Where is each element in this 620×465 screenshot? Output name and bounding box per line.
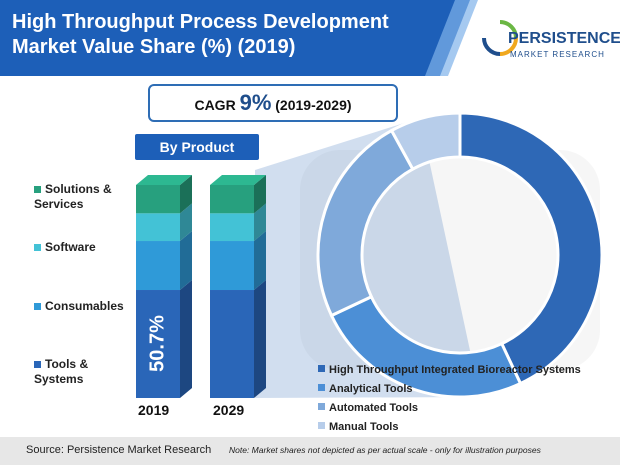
legend-item: Automated Tools xyxy=(318,399,618,418)
legend-swatch-icon xyxy=(318,365,325,372)
cagr-prefix: CAGR xyxy=(194,97,240,113)
donut-slice-3 xyxy=(389,111,462,172)
donut-legend: High Throughput Integrated Bioreactor Sy… xyxy=(318,361,618,437)
bar-side-2029-3 xyxy=(254,175,266,214)
bar-top-2029 xyxy=(210,175,266,185)
legend-item: Analytical Tools xyxy=(318,380,618,399)
page-title: High Throughput Process Development Mark… xyxy=(12,10,432,60)
bullet-icon xyxy=(34,361,41,368)
bar-side-2019-0 xyxy=(180,280,192,398)
year-label-2029: 2029 xyxy=(213,402,245,418)
funnel-shape xyxy=(255,118,480,398)
logo: PERSISTENCE MARKET RESEARCH xyxy=(480,10,620,70)
bar-segment-2029-3 xyxy=(210,185,254,214)
legend-swatch-icon xyxy=(318,422,325,429)
legend-swatch-icon xyxy=(318,403,325,410)
bar-segment-2029-2 xyxy=(210,213,254,242)
logo-swirl-icon xyxy=(482,20,518,56)
bar-segment-2019-2 xyxy=(136,213,180,242)
bar-top-2019 xyxy=(136,175,192,185)
bullet-icon xyxy=(34,244,41,251)
by-product-label: By Product xyxy=(135,134,259,160)
bullet-icon xyxy=(34,186,41,193)
legend-item: Manual Tools xyxy=(318,418,618,437)
cagr-range: (2019-2029) xyxy=(271,97,352,113)
bar-side-2019-3 xyxy=(180,175,192,214)
logo-name: PERSISTENCE xyxy=(508,30,620,47)
title-line-1: High Throughput Process Development xyxy=(12,11,389,33)
bar-data-label: 50.7% xyxy=(146,315,169,372)
bar-segment-2029-1 xyxy=(210,241,254,291)
segment-label-software: Software xyxy=(34,240,134,255)
source-text: Source: Persistence Market Research xyxy=(26,444,212,456)
note-text: Note: Market shares not depicted as per … xyxy=(229,445,541,455)
header-band xyxy=(0,0,470,76)
cagr-value: 9% xyxy=(239,90,272,115)
segment-label-solutions: Solutions & Services xyxy=(34,182,112,211)
bar-segment-2019-0 xyxy=(136,290,180,398)
bar-segment-2019-1 xyxy=(136,241,180,291)
bar-segment-2019-3 xyxy=(136,185,180,214)
legend-swatch-icon xyxy=(318,384,325,391)
bar-side-2019-2 xyxy=(180,203,192,242)
cagr-text: CAGR 9% (2019-2029) xyxy=(150,86,396,120)
logo-subtitle: MARKET RESEARCH xyxy=(510,50,605,59)
footer: Source: Persistence Market Research Note… xyxy=(0,437,620,465)
legend-item: High Throughput Integrated Bioreactor Sy… xyxy=(318,361,618,380)
segment-label-consumables: Consumables xyxy=(34,299,134,314)
bar-side-2019-1 xyxy=(180,231,192,291)
bar-segment-2029-0 xyxy=(210,290,254,398)
bar-side-2029-2 xyxy=(254,203,266,242)
segment-label-tools: Tools & Systems xyxy=(34,357,89,386)
cagr-box: CAGR 9% (2019-2029) xyxy=(148,84,398,122)
bar-side-2029-1 xyxy=(254,231,266,291)
title-line-2: Market Value Share (%) (2019) xyxy=(12,36,296,58)
bar-side-2029-0 xyxy=(254,280,266,398)
donut-slice-0 xyxy=(458,111,604,386)
bullet-icon xyxy=(34,303,41,310)
year-label-2019: 2019 xyxy=(138,402,170,418)
